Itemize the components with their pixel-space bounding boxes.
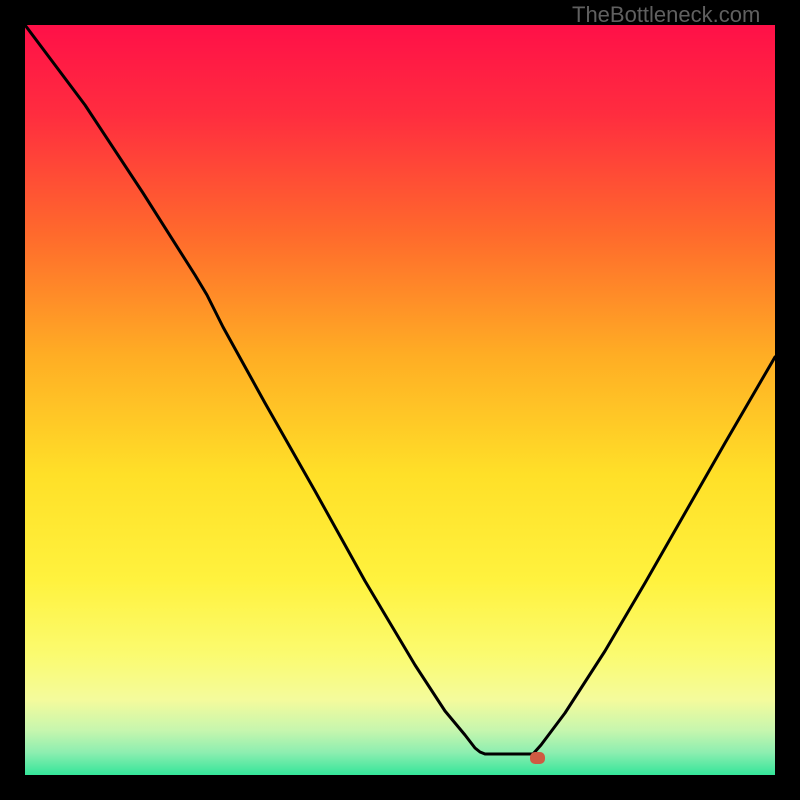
- bottleneck-curve: [25, 25, 775, 775]
- chart-frame: TheBottleneck.com: [0, 0, 800, 800]
- optimum-marker: [530, 752, 545, 764]
- watermark-text: TheBottleneck.com: [572, 2, 760, 28]
- plot-area: [25, 25, 775, 775]
